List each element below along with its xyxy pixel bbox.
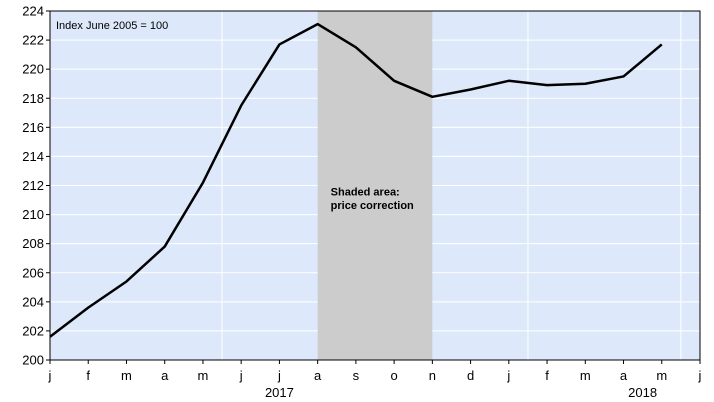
- x-axis: j f m a m j j a s o n d j f m a m j 2017 2018: [48, 360, 702, 400]
- annotation-line-2: price correction: [331, 200, 414, 212]
- y-tick-label: 208: [22, 236, 44, 251]
- x-tick-label: m: [121, 368, 132, 383]
- index-note: Index June 2005 = 100: [56, 20, 168, 32]
- shaded-region: [317, 11, 433, 360]
- series-line-0: [49, 22, 663, 338]
- y-tick-label: 224: [22, 4, 44, 19]
- y-tick-label: 220: [22, 62, 44, 77]
- y-tick-label: 202: [22, 323, 44, 338]
- x-tick-label: m: [198, 368, 209, 383]
- x-tick-label: j: [48, 368, 52, 383]
- year-label: 2018: [628, 385, 657, 400]
- annotation-line-1: Shaded area:: [331, 187, 400, 199]
- x-tick-label: j: [277, 368, 281, 383]
- y-tick-label: 212: [22, 178, 44, 193]
- x-tick-label: a: [620, 368, 628, 383]
- x-tick-label: s: [353, 368, 360, 383]
- x-tick-label: d: [467, 368, 474, 383]
- x-tick-label: j: [239, 368, 243, 383]
- y-tick-label: 218: [22, 91, 44, 106]
- y-tick-label: 204: [22, 294, 44, 309]
- plot-frame: [49, 10, 701, 361]
- y-tick-label: 206: [22, 265, 44, 280]
- x-tick-label: f: [545, 368, 549, 383]
- x-tick-label: a: [161, 368, 169, 383]
- x-tick-label: j: [698, 368, 702, 383]
- year-label: 2017: [265, 385, 294, 400]
- y-tick-label: 214: [22, 149, 44, 164]
- y-tick-label: 216: [22, 120, 44, 135]
- x-tick-label: j: [506, 368, 510, 383]
- y-tick-label: 222: [22, 33, 44, 48]
- x-tick-label: o: [391, 368, 398, 383]
- y-tick-label: 210: [22, 207, 44, 222]
- y-tick-label: 200: [22, 353, 44, 368]
- x-tick-label: a: [314, 368, 322, 383]
- series-group: [49, 22, 663, 338]
- y-axis: 200 202 204 206 208 210 212 214 216 218 220 222 224: [22, 4, 50, 368]
- x-tick-label: f: [86, 368, 90, 383]
- x-tick-label: n: [429, 368, 436, 383]
- x-tick-label: m: [656, 368, 667, 383]
- x-tick-label: m: [580, 368, 591, 383]
